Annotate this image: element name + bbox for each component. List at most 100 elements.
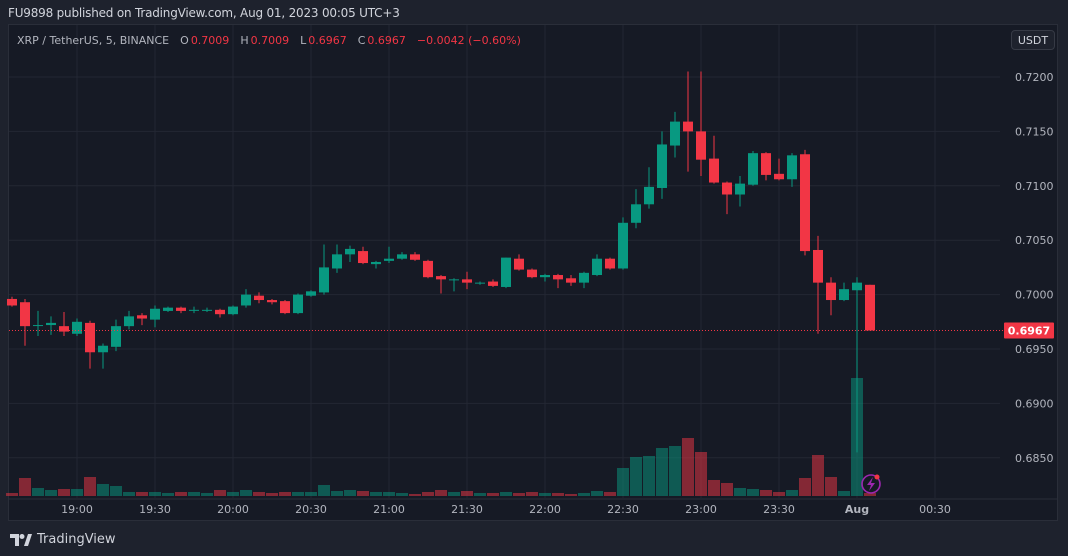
candle-body [826,282,836,301]
volume-bar [591,491,603,496]
volume-bar [513,493,525,496]
close-label: C [357,34,366,47]
candle-body [865,284,875,331]
publish-info: FU9898 published on TradingView.com, Aug… [8,6,400,20]
candle-body [449,279,459,281]
price-tick-label: 0.7100 [1015,180,1054,193]
price-tick-label: 0.7050 [1015,234,1054,247]
candle-body [59,326,69,332]
volume-bar [422,492,434,496]
candle-body [111,326,121,347]
volume-bar [786,490,798,496]
volume-bar [747,489,759,496]
time-tick-label: 19:30 [139,503,171,516]
volume-bar [500,492,512,496]
volume-bar [149,492,161,496]
volume-bar [162,493,174,496]
candle-body [267,300,277,303]
time-tick-label: 19:00 [61,503,93,516]
volume-bar [760,490,772,496]
tradingview-logo-icon [10,533,32,546]
volume-bar [188,492,200,496]
volume-bar [448,492,460,496]
candle-body [735,183,745,195]
candle-body [670,121,680,146]
candle-body [475,282,485,284]
volume-bar [773,492,785,496]
candle-body [683,121,693,132]
candle-body [813,249,823,283]
brand-name: TradingView [37,532,116,547]
volume-bar [279,492,291,496]
volume-bar [838,491,850,496]
currency-button[interactable]: USDT [1011,30,1055,50]
volume-bar [357,491,369,496]
volume-bar [799,478,811,496]
footer-brand[interactable]: TradingView [10,532,116,547]
candle-body [20,302,30,327]
symbol-title[interactable]: XRP / TetherUS, 5, BINANCE [17,34,170,47]
symbol-legend: XRP / TetherUS, 5, BINANCE O 0.7009 H 0.70… [17,34,523,47]
time-tick-label: 23:30 [763,503,795,516]
candle-body [46,322,56,326]
candle-body [566,278,576,283]
volume-bar [643,456,655,496]
open-value: 0.7009 [190,34,230,47]
candle-body [319,267,329,293]
candle-body [800,154,810,252]
time-tick-label: Aug [845,503,869,516]
candle-body [423,260,433,278]
time-tick-label: 22:00 [529,503,561,516]
candle-body [202,309,212,311]
candle-body [605,258,615,269]
volume-bar [734,488,746,496]
volume-bar [474,493,486,496]
volume-bar [227,492,239,496]
price-tick-label: 0.6950 [1015,343,1054,356]
volume-bar [84,477,96,496]
candle-body [215,309,225,315]
price-tick-label: 0.7200 [1015,71,1054,84]
candle-body [787,155,797,180]
candle-body [280,301,290,314]
volume-bar [318,485,330,496]
candle-body [306,291,316,296]
volume-bar [682,438,694,496]
price-tick-label: 0.6850 [1015,452,1054,465]
candle-body [371,261,381,265]
candle-body [618,222,628,269]
candle-body [150,308,160,320]
volume-bar [97,484,109,496]
candle-body [501,257,511,287]
volume-bar [435,490,447,496]
candle-body [98,345,108,353]
volume-bar [136,492,148,496]
candle-body [579,272,589,283]
alert-lightning-icon[interactable] [861,474,881,494]
volume-bar [58,489,70,496]
volume-bar [721,483,733,496]
candle-body [7,298,17,306]
last-price-badge [1004,322,1054,339]
volume-bar [370,492,382,496]
candle-body [774,173,784,180]
price-tick-label: 0.7000 [1015,289,1054,302]
volume-bar [409,494,421,496]
candle-body [488,281,498,286]
volume-bar [552,493,564,496]
volume-bar [19,478,31,496]
price-tick-label: 0.6900 [1015,397,1054,410]
volume-bar [708,480,720,496]
volume-bar [201,493,213,496]
candle-body [527,269,537,278]
volume-bar [617,468,629,496]
time-tick-label: 21:00 [373,503,405,516]
high-value: 0.7009 [250,34,290,47]
candle-body [345,248,355,255]
candle-body [644,186,654,205]
candle-body [137,315,147,319]
candle-body [332,254,342,269]
candle-body [189,309,199,311]
volume-bar [292,492,304,496]
